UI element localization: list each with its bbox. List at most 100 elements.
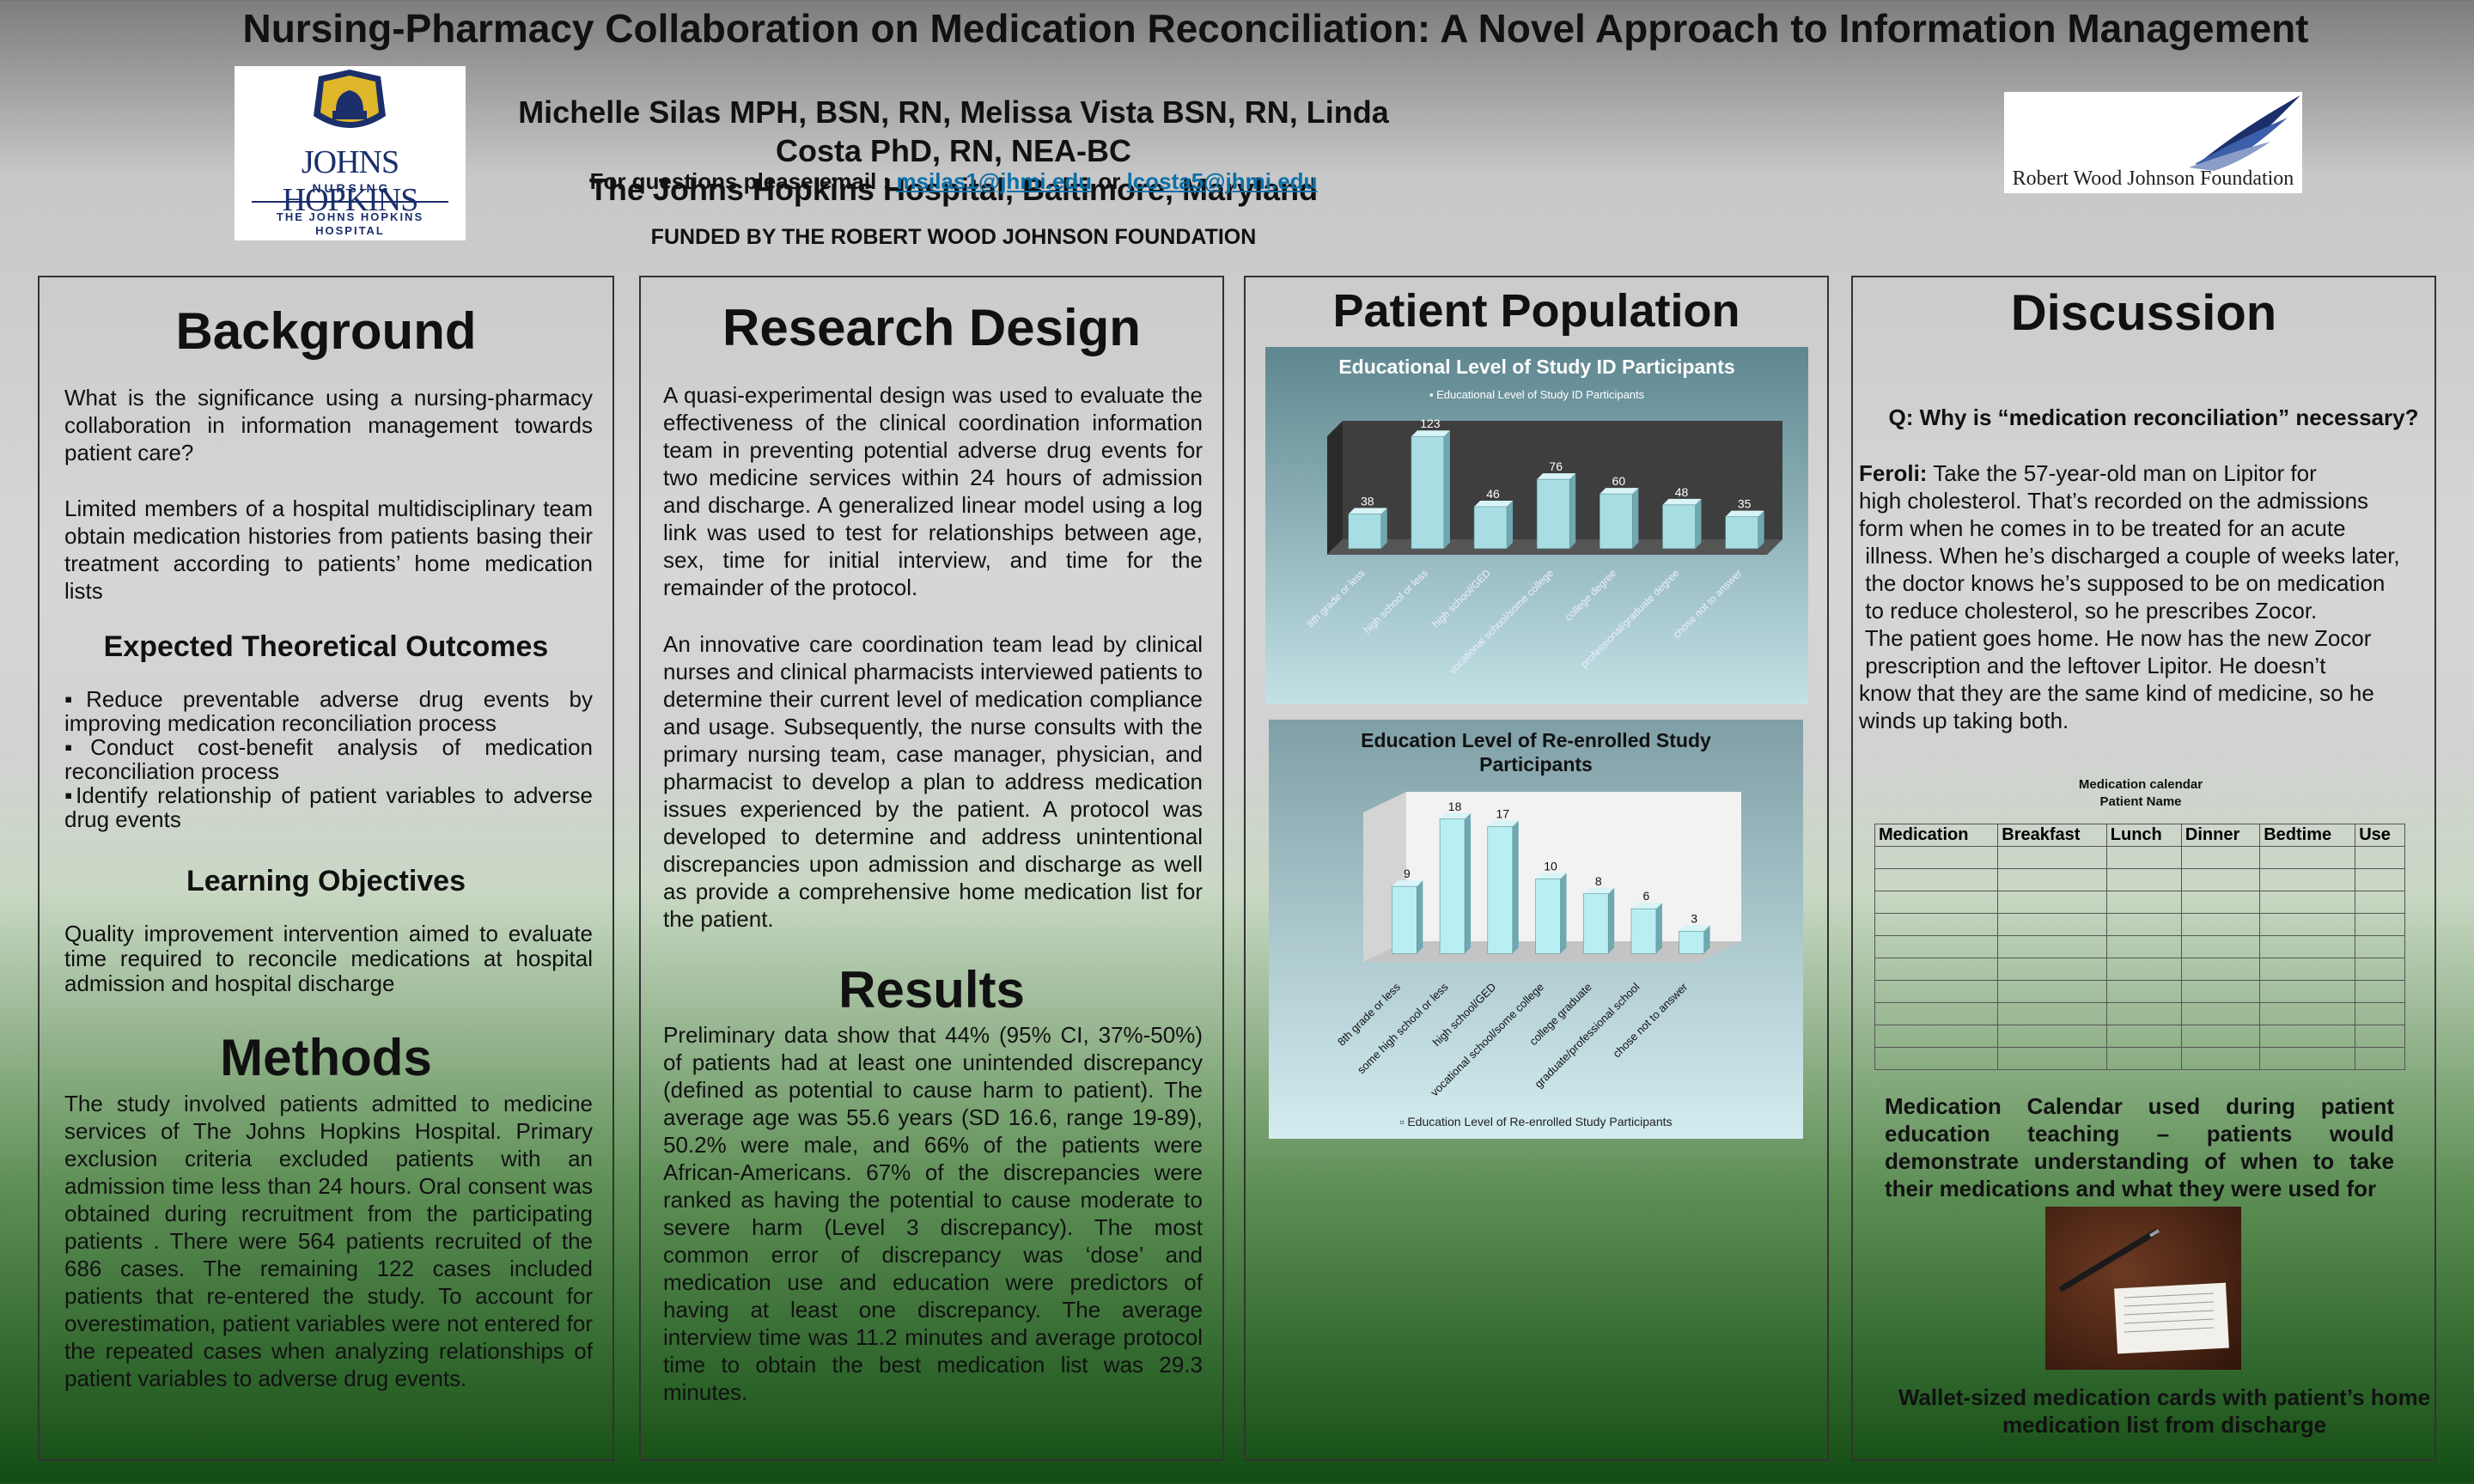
calendar-cell xyxy=(2105,1002,2182,1025)
calendar-cell xyxy=(2180,980,2261,1003)
calendar-col-header: Bedtime xyxy=(2259,824,2356,847)
calendar-cell xyxy=(2180,1047,2261,1070)
category-label: some high school or less xyxy=(1355,980,1451,1076)
calendar-cell xyxy=(2180,1002,2261,1025)
calendar-cell xyxy=(1874,913,1999,936)
chart1-svg: 38 8th grade or less 123 high school or les… xyxy=(1305,417,1782,677)
outcome-item: ▪Reduce preventable adverse drug events … xyxy=(64,686,593,736)
calendar-cell xyxy=(1874,846,1999,869)
calendar-cell xyxy=(2105,846,2182,869)
bar-side xyxy=(1703,925,1710,954)
calendar-cell xyxy=(1997,958,2107,981)
data-label: 17 xyxy=(1496,807,1509,821)
category-label: 8th grade or less xyxy=(1305,567,1368,629)
jh-logo-line1: JOHNS HOPKINS xyxy=(282,144,419,218)
wallet-card-caption: Wallet-sized medication cards with patie… xyxy=(1898,1384,2431,1438)
calendar-cell xyxy=(1997,846,2107,869)
bar-top xyxy=(1411,430,1450,437)
calendar-cell xyxy=(1997,935,2107,958)
calendar-cell xyxy=(1997,1047,2107,1070)
pen-and-card-icon xyxy=(2059,1229,2229,1354)
bar xyxy=(1473,506,1508,550)
data-label: 38 xyxy=(1361,494,1374,508)
email-link-silas[interactable]: msilas1@jhmi.edu xyxy=(896,168,1093,194)
bar xyxy=(1348,514,1382,550)
bar-side xyxy=(1632,488,1639,549)
research-heading: Research Design xyxy=(722,299,1141,356)
chart-study-id-education: Educational Level of Study ID Participan… xyxy=(1265,347,1808,704)
email-link-costa[interactable]: lcosta5@jhmi.edu xyxy=(1126,168,1318,194)
background-heading: Background xyxy=(175,302,477,360)
bar-top xyxy=(1440,812,1472,819)
calendar-cell xyxy=(1874,935,1999,958)
discussion-speaker: Feroli: xyxy=(1859,460,1928,486)
data-label: 10 xyxy=(1544,859,1557,873)
bar-top xyxy=(1474,500,1514,507)
calendar-cell xyxy=(2259,1002,2356,1025)
chart2-legend: ▫ Education Level of Re-enrolled Study P… xyxy=(1269,1115,1803,1128)
bar-top xyxy=(1600,488,1639,495)
discussion-heading: Discussion xyxy=(2010,285,2277,341)
email-or: or xyxy=(1092,168,1127,194)
calendar-cell xyxy=(1874,1047,1999,1070)
bar xyxy=(1487,826,1514,954)
calendar-cell xyxy=(2355,846,2405,869)
calendar-cell xyxy=(1997,980,2107,1003)
chart-reenrolled-education: Education Level of Re-enrolled Study Par… xyxy=(1269,720,1803,1139)
calendar-header-row: Medication Breakfast Lunch Dinner Bedtim… xyxy=(1874,824,2405,847)
bar-side xyxy=(1655,903,1662,954)
bar-side xyxy=(1569,473,1576,549)
bar-top xyxy=(1725,510,1764,517)
rwj-foundation-logo: Robert Wood Johnson Foundation xyxy=(2004,92,2302,193)
data-label: 76 xyxy=(1549,459,1563,473)
calendar-cell xyxy=(2259,846,2356,869)
bar-top xyxy=(1348,508,1387,514)
data-label: 46 xyxy=(1486,487,1500,501)
calendar-cell xyxy=(2105,1025,2182,1048)
chart2-title: Education Level of Re-enrolled Study Par… xyxy=(1361,729,1711,775)
authors-block: Michelle Silas MPH, BSN, RN, Melissa Vis… xyxy=(498,93,1409,209)
bar xyxy=(1582,893,1609,954)
bar-top xyxy=(1487,820,1519,827)
calendar-cell xyxy=(1874,958,1999,981)
results-heading: Results xyxy=(838,961,1025,1019)
calendar-cell xyxy=(2180,1025,2261,1048)
contact-line: For questions please email : msilas1@jhm… xyxy=(498,168,1409,195)
data-label: 48 xyxy=(1675,485,1689,499)
authors-line: Michelle Silas MPH, BSN, RN, Melissa Vis… xyxy=(518,94,1389,168)
calendar-cell xyxy=(2355,980,2405,1003)
calendar-caption: Medication Calendar used during patient … xyxy=(1885,1093,2394,1201)
chart1-legend-label: Educational Level of Study ID Participan… xyxy=(1436,388,1645,401)
bar xyxy=(1536,478,1570,550)
calendar-cell xyxy=(2355,1047,2405,1070)
calendar-cell xyxy=(1997,891,2107,914)
calendar-cell xyxy=(2180,935,2261,958)
calendar-cell xyxy=(2180,913,2261,936)
bar-side xyxy=(1380,508,1387,549)
calendar-cell xyxy=(2105,980,2182,1003)
methods-heading: Methods xyxy=(220,1029,432,1086)
calendar-cell xyxy=(2180,958,2261,981)
calendar-cell xyxy=(1997,1025,2107,1048)
bar-top xyxy=(1537,473,1576,480)
calendar-cell xyxy=(2105,913,2182,936)
discussion-panel: Discussion Q: Why is “medication reconci… xyxy=(1851,276,2436,1461)
chart1-title: Educational Level of Study ID Participan… xyxy=(1338,356,1735,378)
calendar-cell xyxy=(2259,1025,2356,1048)
calendar-cell xyxy=(2105,958,2182,981)
bar-top xyxy=(1583,887,1615,894)
data-label: 3 xyxy=(1691,911,1697,925)
calendar-cell xyxy=(2355,868,2405,891)
wallet-card-photo xyxy=(2045,1207,2241,1370)
calendar-row xyxy=(1874,1047,2405,1070)
calendar-cell xyxy=(2259,958,2356,981)
category-label: high school/GED xyxy=(1429,567,1493,630)
research-results-panel: Research Design A quasi-experimental des… xyxy=(639,276,1224,1461)
methods-text: The study involved patients admitted to … xyxy=(64,1091,593,1391)
quote-line: the doctor knows he’s supposed to be on … xyxy=(1859,570,2386,596)
calendar-cell xyxy=(2355,958,2405,981)
background-paragraph-2: Limited members of a hospital multidisci… xyxy=(64,496,593,604)
quote-line: illness. When he’s discharged a couple o… xyxy=(1859,543,2400,569)
calendar-row xyxy=(1874,958,2405,981)
